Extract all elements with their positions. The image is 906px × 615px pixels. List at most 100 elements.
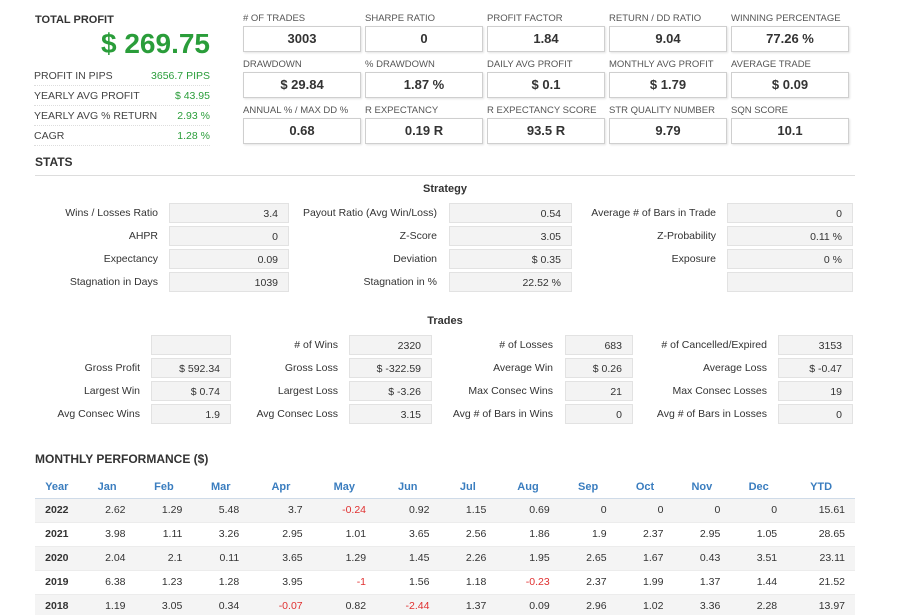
strategy-label: Deviation bbox=[393, 253, 437, 265]
trades-label: Gross Profit bbox=[84, 362, 140, 374]
month-value-cell: -0.07 bbox=[249, 594, 313, 615]
month-value-cell: -0.23 bbox=[496, 570, 560, 595]
trades-value: 2320 bbox=[349, 335, 432, 355]
metric-value: $ 0.1 bbox=[487, 72, 605, 98]
month-value-cell: 0.11 bbox=[192, 546, 250, 571]
month-value-cell: 0.82 bbox=[312, 594, 377, 615]
month-value-cell: 2.65 bbox=[559, 546, 617, 571]
month-value-cell: 1.95 bbox=[496, 546, 560, 571]
metric-label: AVERAGE TRADE bbox=[731, 59, 811, 70]
month-value-cell: 3.05 bbox=[135, 594, 193, 615]
month-value-cell: 0.92 bbox=[376, 498, 440, 523]
month-value-cell: 1.01 bbox=[312, 522, 377, 547]
strategy-label bbox=[516, 272, 716, 292]
summary-row-value: $ 43.95 bbox=[174, 90, 210, 102]
strategy-value: 0 bbox=[169, 226, 289, 246]
strategy-label: Payout Ratio (Avg Win/Loss) bbox=[302, 207, 437, 219]
month-value-cell: 1.44 bbox=[730, 570, 788, 595]
month-value-cell: 1.99 bbox=[616, 570, 674, 595]
month-value-cell: 1.23 bbox=[135, 570, 193, 595]
column-header: YTD bbox=[787, 476, 855, 499]
metric-value: 10.1 bbox=[731, 118, 849, 144]
strategy-value: 3.05 bbox=[449, 226, 572, 246]
trades-value: 0 bbox=[565, 404, 633, 424]
month-value-cell: 1.02 bbox=[616, 594, 674, 615]
month-value-cell: 6.38 bbox=[78, 570, 136, 595]
month-value-cell: 1.11 bbox=[135, 522, 193, 547]
metric-card: ANNUAL % / MAX DD % 0.68 bbox=[243, 105, 361, 144]
month-value-cell: 0 bbox=[730, 498, 788, 523]
year-cell: 2018 bbox=[35, 594, 79, 615]
month-value-cell: 2.62 bbox=[78, 498, 136, 523]
metric-card: STR QUALITY NUMBER 9.79 bbox=[609, 105, 727, 144]
trades-value: 3153 bbox=[778, 335, 853, 355]
column-header: Year bbox=[35, 476, 79, 499]
metric-card: # OF TRADES 3003 bbox=[243, 13, 361, 52]
month-value-cell: 28.65 bbox=[787, 522, 855, 547]
month-value-cell: 1.9 bbox=[559, 522, 617, 547]
summary-row: YEARLY AVG % RETURN 2.93 % bbox=[34, 106, 210, 126]
trades-label: Average Win bbox=[493, 362, 553, 374]
month-value-cell: 5.48 bbox=[192, 498, 250, 523]
table-row: 2020 2.04 2.1 0.11 3.65 1.29 1.45 2.26 1.95 2.65 1… bbox=[35, 546, 855, 571]
summary-row: PROFIT IN PIPS 3656.7 PIPS bbox=[34, 66, 210, 86]
metric-value: $ 1.79 bbox=[609, 72, 727, 98]
table-row: 2018 1.19 3.05 0.34 -0.07 0.82 -2.44 1.37 0.09 2.… bbox=[35, 594, 855, 615]
month-value-cell: 21.52 bbox=[787, 570, 855, 595]
metric-label: WINNING PERCENTAGE bbox=[731, 13, 841, 24]
month-value-cell: 1.05 bbox=[730, 522, 788, 547]
strategy-label: Z-Probability bbox=[657, 230, 716, 242]
month-value-cell: 1.18 bbox=[439, 570, 497, 595]
strategy-value: 0 bbox=[727, 203, 853, 223]
trades-value: $ -3.26 bbox=[349, 381, 432, 401]
metric-label: MONTHLY AVG PROFIT bbox=[609, 59, 714, 70]
month-value-cell: 23.11 bbox=[787, 546, 855, 571]
month-value-cell: 2.95 bbox=[673, 522, 731, 547]
month-value-cell: 1.86 bbox=[496, 522, 560, 547]
metric-label: # OF TRADES bbox=[243, 13, 306, 24]
trades-value: 19 bbox=[778, 381, 853, 401]
column-header: Mar bbox=[192, 476, 250, 499]
table-header-row: Year Jan Feb Mar Apr May Jun Jul Aug Sep Oct Nov Dec… bbox=[35, 476, 855, 499]
metric-card: SHARPE RATIO 0 bbox=[365, 13, 483, 52]
year-cell: 2022 bbox=[35, 498, 79, 523]
strategy-label: Exposure bbox=[671, 253, 716, 265]
strategy-label: Stagnation in Days bbox=[69, 276, 158, 288]
trades-label: Max Consec Wins bbox=[468, 385, 553, 397]
month-value-cell: 0 bbox=[673, 498, 731, 523]
stats-title: STATS bbox=[35, 155, 73, 169]
summary-row-label: CAGR bbox=[34, 130, 65, 142]
month-value-cell: 0.09 bbox=[496, 594, 560, 615]
strategy-value bbox=[727, 272, 853, 292]
column-header: Jul bbox=[439, 476, 497, 499]
trades-value: $ 0.26 bbox=[565, 358, 633, 378]
monthly-title: MONTHLY PERFORMANCE ($) bbox=[35, 452, 209, 466]
month-value-cell: 1.67 bbox=[616, 546, 674, 571]
column-header: Aug bbox=[496, 476, 560, 499]
metric-label: DAILY AVG PROFIT bbox=[487, 59, 573, 70]
strategy-value: $ 0.35 bbox=[449, 249, 572, 269]
strategy-title: Strategy bbox=[422, 183, 468, 195]
month-value-cell: 3.51 bbox=[730, 546, 788, 571]
strategy-value: 0.09 bbox=[169, 249, 289, 269]
month-value-cell: 1.28 bbox=[192, 570, 250, 595]
metric-label: DRAWDOWN bbox=[243, 59, 302, 70]
month-value-cell: 3.98 bbox=[78, 522, 136, 547]
year-cell: 2021 bbox=[35, 522, 79, 547]
strategy-label: Expectancy bbox=[103, 253, 158, 265]
metric-card: SQN SCORE 10.1 bbox=[731, 105, 849, 144]
metric-label: RETURN / DD RATIO bbox=[609, 13, 702, 24]
metric-card: RETURN / DD RATIO 9.04 bbox=[609, 13, 727, 52]
metric-value: 9.04 bbox=[609, 26, 727, 52]
metric-value: 1.84 bbox=[487, 26, 605, 52]
column-header: Nov bbox=[673, 476, 731, 499]
strategy-value: 0.54 bbox=[449, 203, 572, 223]
summary-row-value: 3656.7 PIPS bbox=[151, 70, 210, 82]
trades-label: Largest Win bbox=[83, 385, 140, 397]
month-value-cell: 3.65 bbox=[249, 546, 313, 571]
month-value-cell: 2.37 bbox=[559, 570, 617, 595]
metric-value: 0 bbox=[365, 26, 483, 52]
trades-label: # of Wins bbox=[294, 339, 338, 351]
column-header: Jan bbox=[78, 476, 136, 499]
metric-value: 1.87 % bbox=[365, 72, 483, 98]
